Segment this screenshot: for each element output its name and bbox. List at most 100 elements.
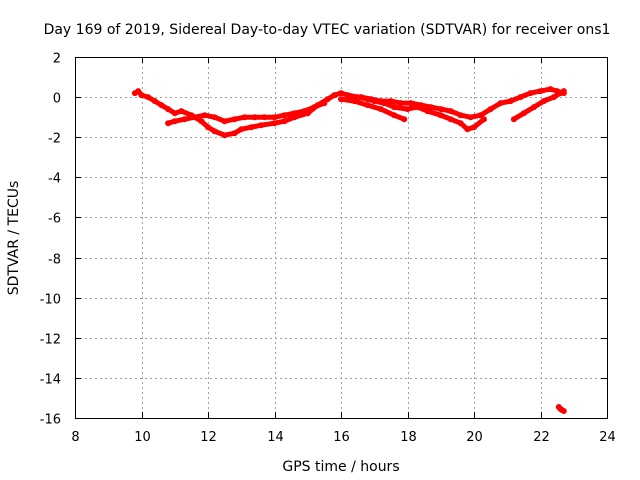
- data-point: [241, 114, 248, 121]
- data-point: [530, 104, 537, 111]
- data-point: [391, 112, 398, 119]
- data-point: [407, 100, 414, 107]
- data-point: [151, 98, 158, 105]
- data-point: [424, 108, 431, 115]
- x-tick-label: 20: [466, 430, 483, 445]
- data-point: [324, 96, 331, 103]
- data-point: [135, 88, 142, 95]
- data-point: [301, 108, 308, 115]
- data-point: [205, 124, 211, 131]
- data-point: [427, 104, 434, 111]
- data-point: [191, 114, 198, 121]
- data-point: [251, 114, 258, 121]
- data-point: [364, 102, 371, 109]
- data-point: [331, 92, 338, 99]
- data-point: [507, 98, 514, 105]
- y-tick-label: 2: [53, 52, 61, 67]
- chart-title: Day 169 of 2019, Sidereal Day-to-day VTE…: [44, 22, 611, 38]
- y-tick-label: -8: [48, 253, 61, 268]
- series-layer: [131, 86, 567, 414]
- data-point: [291, 110, 298, 117]
- data-point: [201, 112, 208, 119]
- data-point: [497, 100, 504, 107]
- data-point: [138, 92, 145, 99]
- data-point: [377, 98, 384, 105]
- x-axis-label: GPS time / hours: [282, 459, 399, 475]
- data-point: [540, 98, 547, 105]
- data-point: [397, 100, 404, 107]
- data-point: [510, 116, 517, 123]
- data-point: [261, 114, 268, 121]
- data-point: [311, 104, 318, 111]
- data-point: [181, 116, 188, 123]
- data-point: [178, 108, 185, 115]
- y-tick-label: -6: [48, 212, 61, 227]
- data-point: [417, 102, 424, 109]
- data-point: [158, 102, 165, 109]
- data-point: [198, 118, 205, 125]
- data-point: [171, 118, 178, 125]
- data-point: [281, 112, 288, 119]
- data-point: [391, 104, 398, 111]
- y-tick-label: -2: [48, 132, 61, 147]
- data-point: [550, 94, 557, 101]
- data-point: [367, 96, 374, 103]
- data-point: [221, 132, 228, 139]
- x-tick-label: 24: [599, 430, 616, 445]
- data-point: [211, 128, 218, 135]
- data-point: [401, 116, 408, 123]
- data-point: [271, 114, 278, 121]
- x-tick-label: 8: [71, 430, 79, 445]
- data-point: [338, 90, 344, 97]
- data-point: [457, 120, 464, 127]
- data-point: [338, 96, 344, 103]
- data-point: [248, 124, 255, 131]
- data-point: [231, 116, 238, 123]
- y-tick-label: -16: [40, 413, 61, 428]
- x-tick-label: 12: [200, 430, 217, 445]
- data-point: [560, 88, 567, 95]
- data-point: [437, 112, 444, 119]
- data-point: [377, 106, 384, 113]
- data-point: [211, 114, 218, 121]
- y-tick-label: -4: [48, 172, 61, 187]
- data-point: [481, 116, 487, 123]
- data-point: [477, 112, 484, 119]
- data-point: [145, 94, 152, 101]
- data-point: [231, 130, 238, 137]
- data-point: [387, 98, 394, 105]
- data-point: [547, 86, 554, 93]
- data-point: [165, 106, 172, 113]
- data-point: [358, 94, 364, 101]
- data-point: [271, 120, 278, 127]
- data-point: [258, 122, 265, 129]
- data-point: [321, 100, 328, 107]
- data-point: [447, 108, 454, 115]
- data-point: [527, 90, 534, 97]
- data-point: [471, 124, 477, 131]
- data-point: [221, 118, 228, 125]
- data-point: [351, 98, 358, 105]
- tick-layer: [75, 57, 608, 419]
- data-point: [238, 126, 245, 133]
- data-point: [537, 88, 544, 95]
- data-point: [404, 106, 411, 113]
- data-point: [467, 114, 474, 121]
- data-point: [517, 94, 524, 101]
- y-tick-label: 0: [53, 92, 61, 107]
- y-tick-label: -12: [40, 333, 61, 348]
- x-tick-label: 14: [267, 430, 284, 445]
- data-point: [520, 110, 527, 117]
- data-point: [447, 116, 454, 123]
- data-point: [171, 110, 178, 117]
- y-tick-label: -10: [40, 293, 61, 308]
- data-point: [281, 118, 288, 125]
- data-point: [457, 112, 464, 119]
- data-point: [437, 106, 444, 113]
- y-tick-label: -14: [40, 373, 61, 388]
- data-point: [560, 408, 567, 414]
- x-tick-label: 16: [333, 430, 350, 445]
